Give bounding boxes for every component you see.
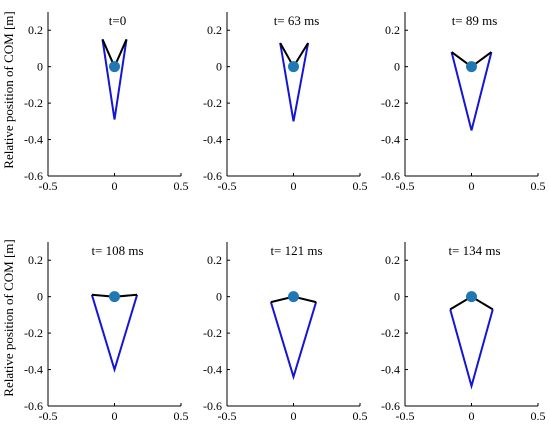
x-tick-label: -0.5 bbox=[396, 409, 415, 423]
leg-line-series bbox=[279, 42, 310, 122]
x-tick-label: -0.5 bbox=[39, 409, 58, 423]
leg-line-series bbox=[90, 294, 139, 374]
subplot-6: -0.5 0 0.5 0.2 0 -0.2 -0.4 -0.6 t= 134 ms bbox=[381, 242, 546, 423]
x-tick-label: 0.5 bbox=[531, 179, 546, 193]
subplot-3: -0.5 0 0.5 0.2 0 -0.2 -0.4 -0.6 t= 89 ms bbox=[381, 12, 546, 193]
com-marker bbox=[288, 291, 299, 303]
leg-line-series bbox=[449, 309, 494, 390]
x-tick-label: -0.5 bbox=[39, 179, 58, 193]
y-tick-label: -0.4 bbox=[381, 363, 400, 377]
y-tick-label: 0.2 bbox=[28, 23, 43, 37]
y-tick-label: -0.2 bbox=[203, 96, 222, 110]
subplot-5: -0.5 0 0.5 0.2 0 -0.2 -0.4 -0.6 t= 121 ms bbox=[203, 242, 368, 423]
y-tick-label: 0 bbox=[394, 60, 400, 74]
y-tick-label: -0.6 bbox=[381, 399, 400, 413]
subplot-title: t= 134 ms bbox=[448, 243, 500, 258]
subplot-title: t= 63 ms bbox=[274, 13, 320, 28]
y-tick-label: 0 bbox=[394, 290, 400, 304]
com-marker bbox=[109, 61, 120, 73]
y-axis-label-top: Relative position of COM [m] bbox=[1, 11, 16, 169]
leg-line-series bbox=[101, 39, 128, 120]
y-tick-label: 0.2 bbox=[207, 253, 222, 267]
subplot-title: t= 108 ms bbox=[91, 243, 143, 258]
y-tick-label: 0.2 bbox=[28, 253, 43, 267]
x-tick-label: -0.5 bbox=[396, 179, 415, 193]
x-tick-label: -0.5 bbox=[218, 179, 237, 193]
subplot-title: t=0 bbox=[109, 13, 126, 28]
y-tick-label: -0.2 bbox=[24, 96, 43, 110]
y-tick-label: 0 bbox=[216, 290, 222, 304]
subplot-4: -0.5 0 0.5 0.2 0 -0.2 -0.4 -0.6 t= 108 ms bbox=[24, 242, 189, 423]
y-tick-label: -0.4 bbox=[381, 133, 400, 147]
com-marker bbox=[466, 61, 477, 73]
y-tick-label: -0.6 bbox=[203, 169, 222, 183]
com-marker bbox=[288, 61, 299, 73]
x-tick-label: 0 bbox=[291, 179, 297, 193]
subplot-title: t= 89 ms bbox=[452, 13, 498, 28]
y-tick-label: -0.4 bbox=[203, 133, 222, 147]
y-tick-label: 0.2 bbox=[385, 23, 400, 37]
subplot-2: -0.5 0 0.5 0.2 0 -0.2 -0.4 -0.6 t= 63 ms bbox=[203, 12, 368, 193]
x-tick-label: 0.5 bbox=[531, 409, 546, 423]
y-tick-label: -0.6 bbox=[203, 399, 222, 413]
leg-line-series bbox=[269, 301, 318, 381]
y-tick-label: -0.6 bbox=[24, 169, 43, 183]
x-tick-label: 0 bbox=[112, 179, 118, 193]
y-tick-label: 0 bbox=[216, 60, 222, 74]
x-tick-label: 0 bbox=[291, 409, 297, 423]
y-tick-label: -0.4 bbox=[24, 363, 43, 377]
y-tick-label: -0.2 bbox=[381, 96, 400, 110]
x-tick-label: 0.5 bbox=[353, 409, 368, 423]
y-tick-label: 0.2 bbox=[207, 23, 222, 37]
x-tick-label: 0 bbox=[469, 409, 475, 423]
y-axis-label-bottom: Relative position of COM [m] bbox=[1, 239, 16, 397]
x-tick-label: -0.5 bbox=[218, 409, 237, 423]
y-tick-label: 0 bbox=[37, 60, 43, 74]
y-tick-label: -0.2 bbox=[203, 326, 222, 340]
subplot-title: t= 121 ms bbox=[270, 243, 322, 258]
y-tick-label: -0.2 bbox=[24, 326, 43, 340]
x-tick-label: 0.5 bbox=[353, 179, 368, 193]
y-tick-label: 0 bbox=[37, 290, 43, 304]
com-marker bbox=[109, 291, 120, 303]
x-tick-label: 0.5 bbox=[174, 179, 189, 193]
y-tick-label: -0.6 bbox=[381, 169, 400, 183]
leg-line-series bbox=[450, 51, 493, 131]
y-tick-label: -0.4 bbox=[24, 133, 43, 147]
x-tick-label: 0 bbox=[469, 179, 475, 193]
y-tick-label: -0.2 bbox=[381, 326, 400, 340]
x-tick-label: 0 bbox=[112, 409, 118, 423]
subplot-1: -0.5 0 0.5 0.2 0 -0.2 -0.4 -0.6 t=0 bbox=[24, 12, 189, 193]
y-tick-label: 0.2 bbox=[385, 253, 400, 267]
x-tick-label: 0.5 bbox=[174, 409, 189, 423]
y-tick-label: -0.4 bbox=[203, 363, 222, 377]
y-tick-label: -0.6 bbox=[24, 399, 43, 413]
com-marker bbox=[466, 291, 477, 303]
